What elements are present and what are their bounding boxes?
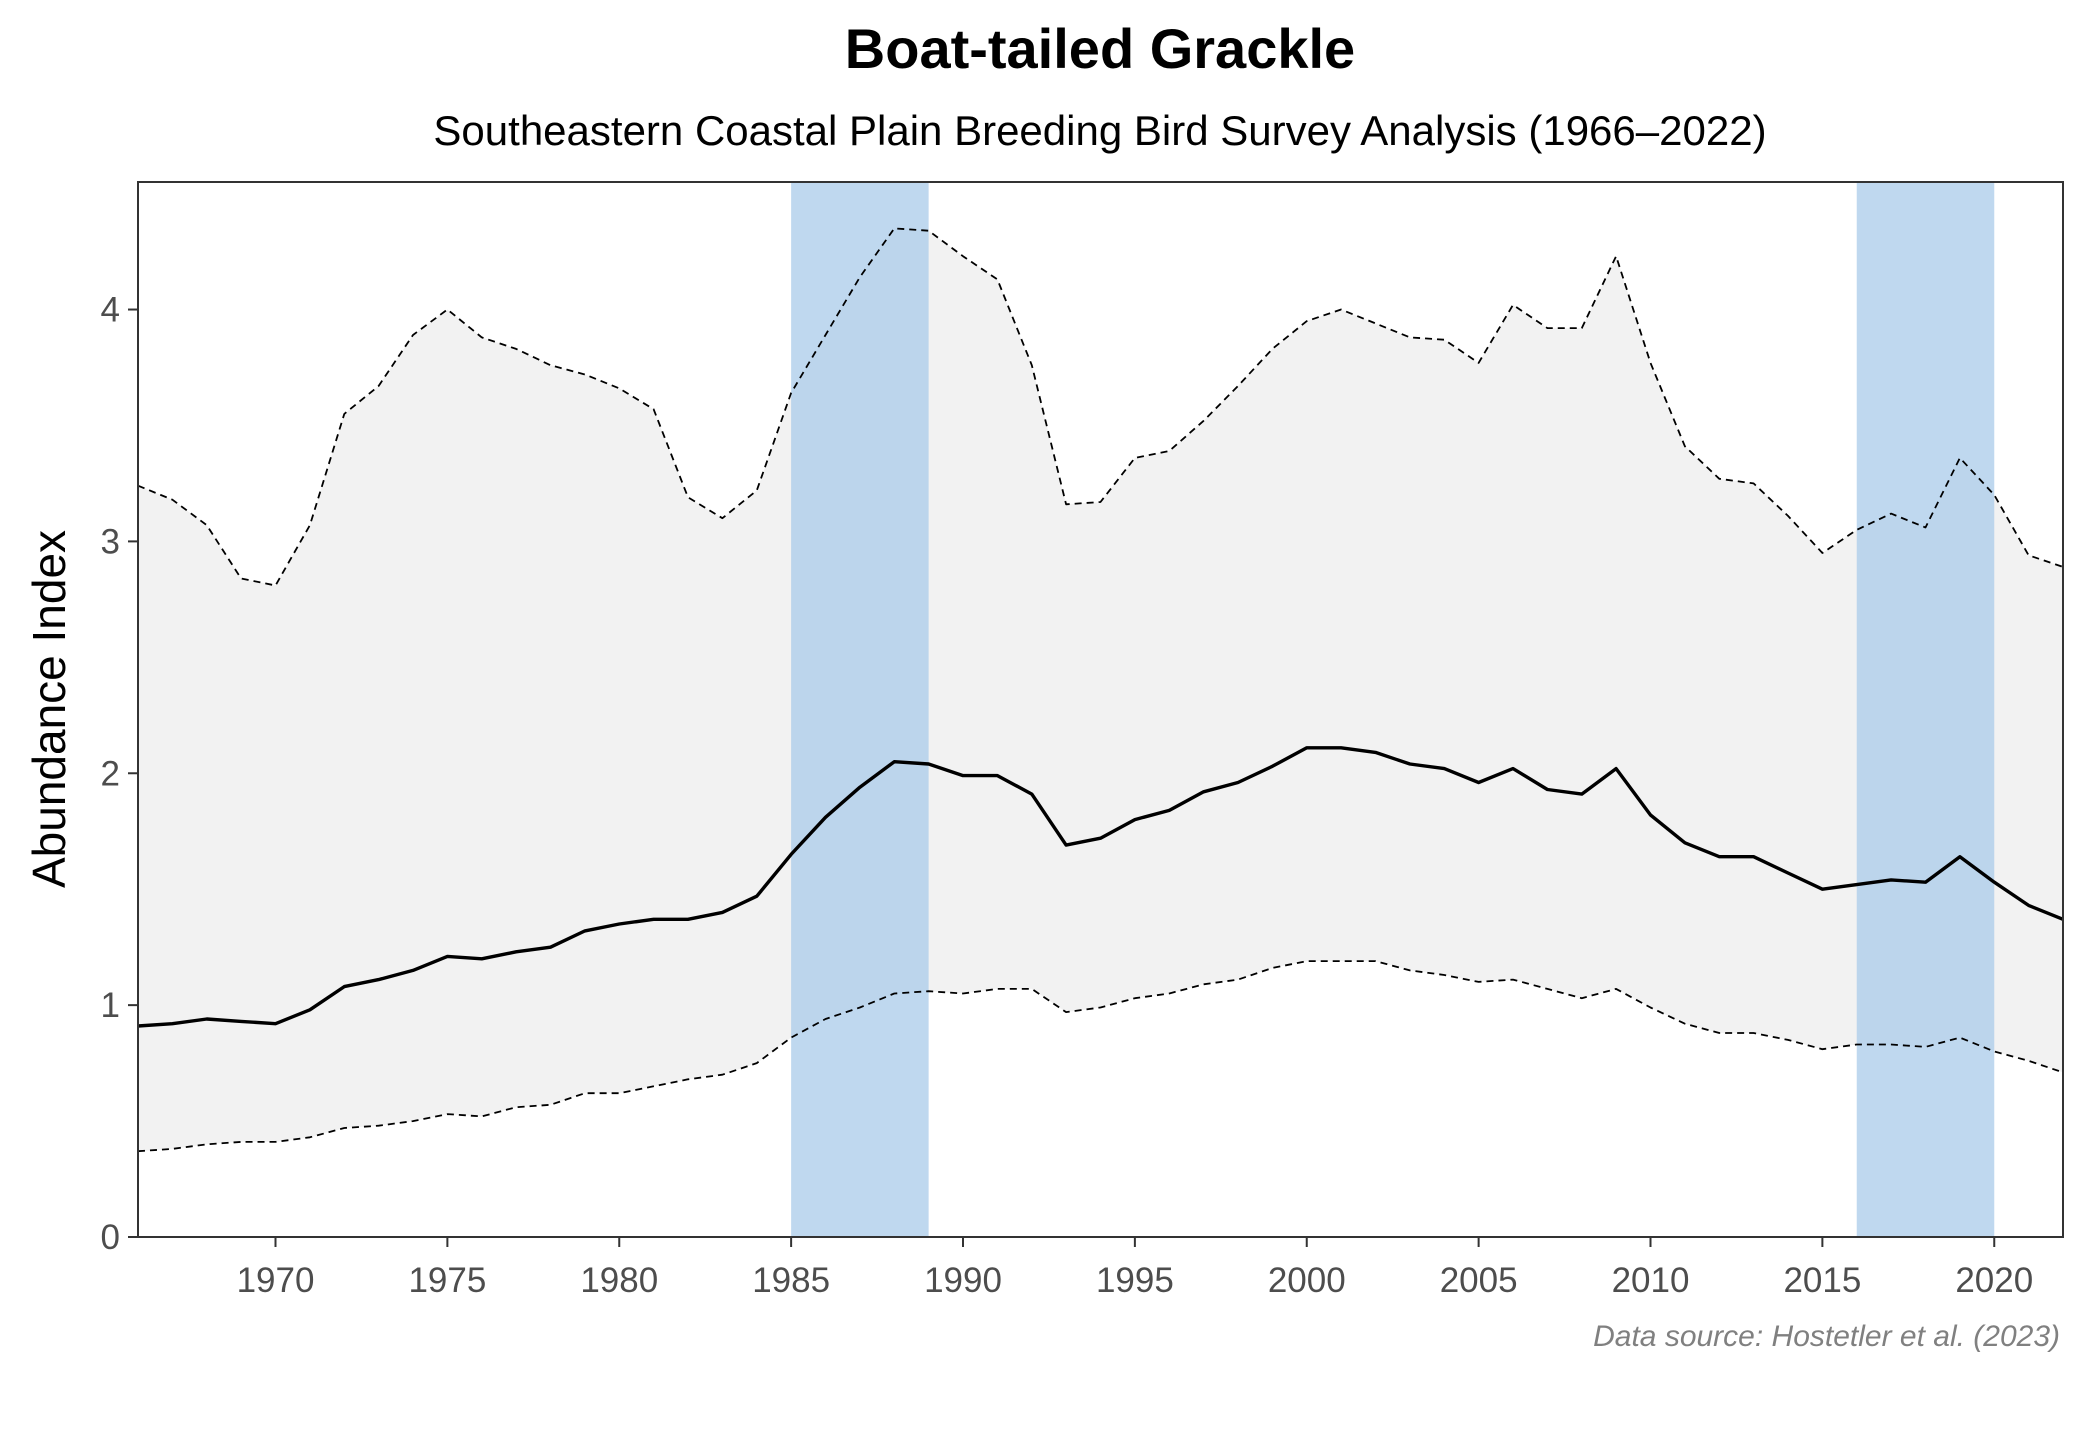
lower-ci-line (137, 960, 2064, 1153)
x-axis: 1970 1975 1980 1985 1990 1995 2000 2005 2010 2015… (237, 1237, 2033, 1300)
confidence-ribbon (138, 228, 2063, 1152)
upper-ci-line (137, 227, 2064, 587)
x-tick-label: 2010 (1612, 1261, 1690, 1300)
y-tick-label: 0 (101, 1218, 120, 1257)
y-axis-label: Abundance Index (23, 530, 75, 888)
x-tick-label: 1995 (1096, 1261, 1174, 1300)
x-tick-label: 1985 (752, 1261, 830, 1300)
x-tick-label: 1975 (408, 1261, 486, 1300)
confidence-ribbon-layer (138, 228, 2063, 1152)
data-source-caption: Data source: Hostetler et al. (2023) (1593, 1320, 2060, 1353)
plot-panel-border (137, 181, 2064, 1238)
x-tick-label: 2020 (1955, 1261, 2033, 1300)
y-tick-label: 1 (101, 986, 120, 1025)
x-tick-label: 2005 (1440, 1261, 1518, 1300)
series-lines-layer (137, 227, 2064, 1153)
x-tick-label: 1990 (924, 1261, 1002, 1300)
x-tick-label: 1970 (237, 1261, 315, 1300)
x-tick-label: 2015 (1783, 1261, 1861, 1300)
highlight-period-2 (1856, 182, 1995, 1237)
y-tick-label: 3 (101, 522, 120, 561)
x-tick-label: 2000 (1268, 1261, 1346, 1300)
highlight-layer (791, 182, 1995, 1237)
y-tick-label: 4 (101, 291, 120, 330)
x-tick-label: 1980 (580, 1261, 658, 1300)
chart-subtitle: Southeastern Coastal Plain Breeding Bird… (433, 107, 1766, 154)
y-tick-label: 2 (101, 754, 120, 793)
chart-title: Boat-tailed Grackle (845, 17, 1355, 80)
abundance-index-line (137, 746, 2064, 1028)
highlight-period-1 (791, 182, 929, 1237)
y-axis: 0 1 2 3 4 (101, 291, 138, 1257)
